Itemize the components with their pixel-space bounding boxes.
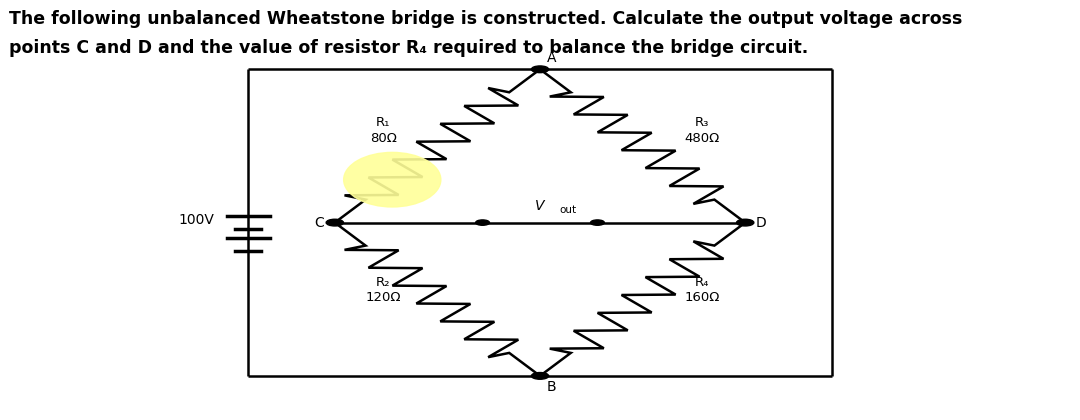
Text: points C and D and the value of resistor R₄ required to balance the bridge circu: points C and D and the value of resistor… — [9, 39, 808, 57]
Text: The following unbalanced Wheatstone bridge is constructed. Calculate the output : The following unbalanced Wheatstone brid… — [9, 10, 962, 29]
Circle shape — [326, 219, 343, 226]
Text: C: C — [314, 215, 324, 230]
Text: R₃: R₃ — [694, 116, 710, 129]
Circle shape — [531, 373, 549, 379]
Text: D: D — [756, 215, 767, 230]
Text: 160Ω: 160Ω — [685, 291, 719, 304]
Text: out: out — [559, 205, 577, 215]
Text: 480Ω: 480Ω — [685, 132, 719, 145]
Text: V: V — [536, 200, 544, 213]
Text: R₁: R₁ — [376, 116, 391, 129]
Circle shape — [475, 220, 489, 225]
Text: B: B — [546, 380, 556, 394]
Circle shape — [591, 220, 605, 225]
Text: A: A — [546, 51, 556, 65]
Ellipse shape — [343, 152, 441, 207]
Circle shape — [531, 66, 549, 73]
Text: 120Ω: 120Ω — [366, 291, 401, 304]
Text: 100V: 100V — [178, 213, 214, 228]
Text: R₄: R₄ — [694, 276, 710, 289]
Text: 80Ω: 80Ω — [370, 132, 396, 145]
Circle shape — [737, 219, 754, 226]
Text: R₂: R₂ — [376, 276, 391, 289]
